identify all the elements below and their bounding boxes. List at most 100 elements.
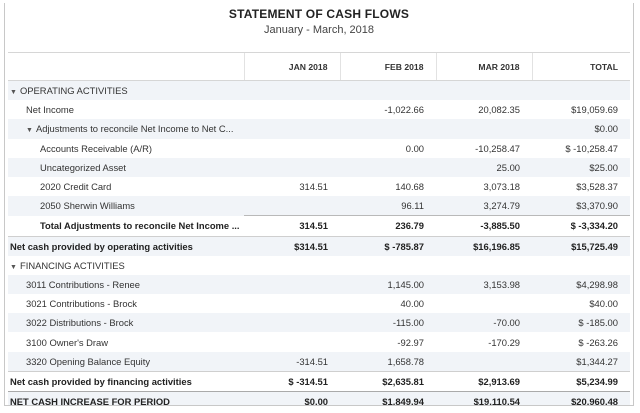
total-value [532, 80, 630, 101]
collapse-caret-icon[interactable]: ▼ [10, 263, 17, 271]
column-header-account[interactable] [8, 52, 244, 81]
total-value[interactable]: $4,298.98 [532, 274, 630, 295]
feb-value[interactable]: 1,145.00 [340, 274, 436, 295]
cash-flow-table: JAN 2018 FEB 2018 MAR 2018 TOTAL ▼ OPERAT… [8, 52, 630, 405]
column-header-feb[interactable]: FEB 2018 [339, 52, 436, 81]
feb-value[interactable]: 96.11 [340, 196, 436, 216]
report-period: January - March, 2018 [263, 24, 375, 36]
mar-value[interactable]: -3,885.50 [436, 215, 532, 236]
column-header-mar[interactable]: MAR 2018 [435, 52, 532, 81]
row-label: Uncategorized Asset [8, 157, 244, 177]
feb-value[interactable]: 0.00 [405, 142, 424, 154]
mar-value[interactable]: 25.00 [436, 157, 532, 177]
jan-value[interactable]: 314.51 [244, 215, 340, 236]
table-row: 3320 Opening Balance Equity -314.51 1,658.… [8, 351, 630, 372]
table-row: Total Adjustments to reconcile Net Incom… [8, 215, 630, 236]
jan-value [244, 196, 340, 216]
feb-value[interactable]: -115.00 [340, 313, 436, 333]
mar-value [436, 351, 532, 372]
row-label-text: Uncategorized Asset [40, 161, 126, 173]
mar-value[interactable]: $2,913.69 [436, 370, 532, 392]
jan-value[interactable]: -314.51 [244, 351, 340, 372]
row-label-text: Accounts Receivable (A/R) [40, 142, 153, 154]
row-label-text: 3100 Owner's Draw [26, 336, 109, 348]
row-label: 3011 Contributions - Renee [8, 274, 244, 295]
column-header-total[interactable]: TOTAL [531, 52, 630, 81]
total-value[interactable]: $1,344.27 [532, 351, 630, 372]
feb-value[interactable]: -92.97 [397, 336, 424, 348]
mar-value[interactable]: 3,153.98 [436, 274, 532, 295]
jan-value[interactable]: $314.51 [244, 235, 340, 256]
table-row: Uncategorized Asset 25.00 $25.00 [8, 157, 630, 177]
mar-value [436, 256, 532, 275]
feb-value[interactable]: $2,635.81 [340, 370, 436, 392]
row-label-text: Adjustments to reconcile Net Income to N… [36, 123, 234, 135]
total-value[interactable]: $5,234.99 [532, 370, 630, 392]
total-value[interactable]: $ -3,334.20 [532, 215, 630, 236]
table-row: 2050 Sherwin Williams 96.11 3,274.79 $3,370… [8, 196, 630, 216]
row-label: 3320 Opening Balance Equity [8, 351, 244, 372]
mar-value[interactable]: 20,082.35 [478, 104, 520, 116]
mar-value[interactable]: -170.29 [488, 336, 520, 348]
row-label: Net cash provided by operating activitie… [8, 235, 244, 256]
total-value[interactable]: $3,528.37 [576, 181, 618, 193]
table-row: 3022 Distributions - Brock -115.00 -70.00 $… [8, 313, 630, 333]
mar-value[interactable]: $16,196.85 [436, 235, 532, 256]
feb-value[interactable]: 236.79 [340, 215, 436, 236]
jan-value[interactable]: $0.00 [244, 391, 340, 405]
feb-value[interactable]: 140.68 [395, 181, 424, 193]
total-value [532, 256, 630, 275]
column-header-jan[interactable]: JAN 2018 [243, 52, 340, 81]
mar-value [436, 119, 532, 139]
mar-value[interactable]: 3,073.18 [483, 181, 521, 193]
row-label: NET CASH INCREASE FOR PERIOD [8, 391, 244, 405]
row-label: 2050 Sherwin Williams [8, 196, 244, 216]
feb-value[interactable]: $1,849.94 [340, 391, 436, 405]
collapse-caret-icon[interactable]: ▼ [26, 127, 33, 135]
row-label-text: FINANCING ACTIVITIES [20, 259, 125, 271]
row-label: 3022 Distributions - Brock [8, 313, 244, 333]
row-label-text: 3011 Contributions - Renee [26, 278, 140, 290]
collapse-caret-icon[interactable]: ▼ [10, 89, 17, 97]
jan-value[interactable]: $ -314.51 [244, 370, 340, 392]
feb-value[interactable]: -1,022.66 [384, 104, 424, 116]
jan-value[interactable]: 314.51 [299, 181, 328, 193]
row-label: 2020 Credit Card [8, 177, 244, 196]
feb-value[interactable]: $ -785.87 [340, 235, 436, 256]
feb-value [340, 256, 436, 275]
feb-value[interactable]: 40.00 [400, 298, 424, 310]
total-value[interactable]: $40.00 [589, 298, 618, 310]
total-value[interactable]: $15,725.49 [532, 235, 630, 256]
total-value[interactable]: $0.00 [532, 119, 630, 139]
report-panel: STATEMENT OF CASH FLOWS January - March,… [4, 3, 634, 406]
jan-value [244, 139, 340, 158]
total-value[interactable]: $20,960.48 [532, 391, 630, 405]
jan-value [244, 256, 340, 275]
row-label: ▼ Adjustments to reconcile Net Income to … [8, 119, 244, 139]
jan-value [244, 294, 340, 313]
mar-value[interactable]: 3,274.79 [436, 196, 532, 216]
table-row: 2020 Credit Card 314.51 140.68 3,073.18 $3,5… [8, 177, 630, 196]
feb-value [340, 119, 436, 139]
row-label: Net cash provided by financing activitie… [8, 370, 244, 392]
row-label-text: Total Adjustments to reconcile Net Incom… [40, 220, 240, 232]
total-value[interactable]: $19,059.69 [571, 104, 618, 116]
mar-value[interactable]: $19,110.54 [436, 391, 532, 405]
row-label-text: Net Income [26, 104, 74, 116]
total-value[interactable]: $3,370.90 [532, 196, 630, 216]
header-row: JAN 2018 FEB 2018 MAR 2018 TOTAL [8, 52, 630, 81]
total-value[interactable]: $ -185.00 [532, 313, 630, 333]
mar-value[interactable]: -10,258.47 [475, 142, 520, 154]
row-label: 3021 Contributions - Brock [8, 294, 244, 313]
total-value[interactable]: $ -10,258.47 [565, 142, 618, 154]
feb-value[interactable]: 1,658.78 [340, 351, 436, 372]
section-header-row: ▼ FINANCING ACTIVITIES [8, 256, 630, 275]
table-row: Net Income -1,022.66 20,082.35 $19,059.69 [8, 100, 630, 119]
mar-value[interactable]: -70.00 [436, 313, 532, 333]
jan-value [244, 80, 340, 101]
total-value[interactable]: $25.00 [532, 157, 630, 177]
total-value[interactable]: $ -263.26 [578, 336, 618, 348]
row-label-text: Net cash provided by operating activitie… [10, 240, 193, 252]
row-label: 3100 Owner's Draw [8, 332, 244, 351]
table-row: NET CASH INCREASE FOR PERIOD $0.00 $1,849.… [8, 391, 630, 405]
